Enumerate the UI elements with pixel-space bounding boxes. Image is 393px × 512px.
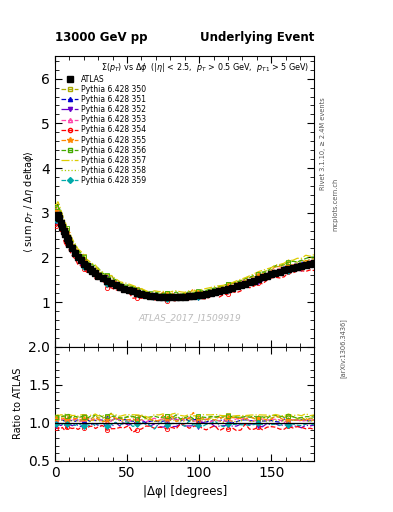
Legend: ATLAS, Pythia 6.428 350, Pythia 6.428 351, Pythia 6.428 352, Pythia 6.428 353, P: ATLAS, Pythia 6.428 350, Pythia 6.428 35… [61, 75, 147, 185]
X-axis label: |Δφ| [degrees]: |Δφ| [degrees] [143, 485, 227, 498]
Text: Rivet 3.1.10, ≥ 2.4M events: Rivet 3.1.10, ≥ 2.4M events [320, 97, 326, 190]
Text: 13000 GeV pp: 13000 GeV pp [55, 31, 147, 44]
Text: $\Sigma(p_{T})$ vs $\Delta\phi$  ($|\eta|$ < 2.5,  $p_{T}$ > 0.5 GeV,  $p_{T1}$ : $\Sigma(p_{T})$ vs $\Delta\phi$ ($|\eta|… [101, 61, 309, 74]
Text: mcplots.cern.ch: mcplots.cern.ch [332, 178, 338, 231]
Text: Underlying Event: Underlying Event [200, 31, 314, 44]
Text: [arXiv:1306.3436]: [arXiv:1306.3436] [340, 318, 347, 378]
Y-axis label: Ratio to ATLAS: Ratio to ATLAS [13, 368, 23, 439]
Text: ATLAS_2017_I1509919: ATLAS_2017_I1509919 [138, 313, 241, 322]
Y-axis label: $\langle$ sum $p_{T}$ / $\Delta\eta$ delta$\phi\rangle$: $\langle$ sum $p_{T}$ / $\Delta\eta$ del… [22, 150, 36, 253]
